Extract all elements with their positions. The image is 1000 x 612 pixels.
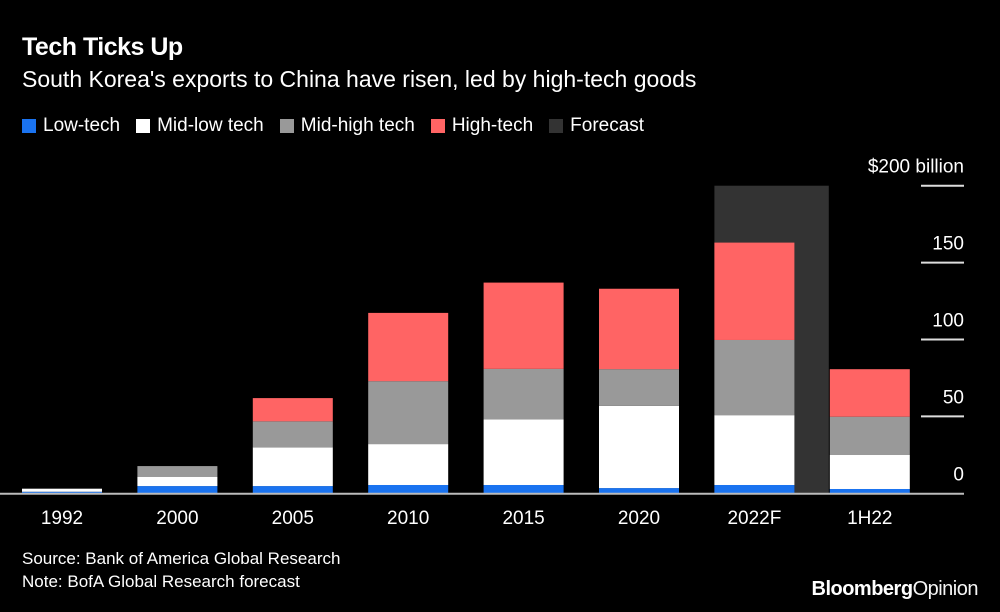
legend-swatch	[430, 119, 445, 133]
bar-segment-low-tech	[22, 491, 102, 494]
bar-segment-high-tech	[714, 242, 795, 340]
bloomberg-opinion-logo: BloombergOpinion	[812, 578, 979, 601]
y-tick-label: 50	[943, 387, 964, 408]
bar-segment-high-tech	[829, 369, 910, 417]
logo-main: Bloomberg	[811, 578, 914, 600]
x-tick-label: 2005	[272, 508, 314, 529]
bar-segment-low-tech	[368, 484, 449, 494]
bar-segment-mid-low-tech	[22, 488, 102, 492]
legend: Low-tech Mid-low tech Mid-high tech High…	[22, 115, 644, 137]
bar-segment-low-tech	[252, 486, 333, 494]
bar-segment-mid-high-tech	[714, 339, 795, 416]
legend-label: High-tech	[451, 115, 534, 136]
y-tick-label: 0	[953, 464, 964, 485]
legend-item-high-tech: High-tech	[430, 115, 534, 137]
y-tick-label: 150	[932, 234, 964, 255]
bar-segment-mid-low-tech	[252, 447, 333, 487]
bar-segment-mid-high-tech	[829, 416, 910, 456]
bar-segment-high-tech	[368, 312, 449, 382]
bar-segment-mid-high-tech	[599, 369, 679, 406]
legend-swatch	[136, 119, 151, 133]
bar-segment-mid-low-tech	[599, 405, 679, 489]
y-tick-label: $200 billion	[868, 157, 964, 178]
source-note: Source: Bank of America Global Research	[22, 549, 341, 568]
bar-segment-mid-high-tech	[252, 421, 333, 448]
legend-label: Mid-high tech	[300, 115, 415, 136]
x-tick-label: 2015	[502, 508, 544, 529]
x-tick-label: 2010	[387, 508, 429, 529]
bar-segment-low-tech	[829, 488, 910, 494]
bar-segment-mid-high-tech	[368, 381, 449, 445]
legend-swatch	[279, 119, 294, 133]
legend-item-mid-low-tech: Mid-low tech	[136, 115, 264, 137]
bar-segment-mid-high-tech	[483, 368, 564, 420]
bar-segment-mid-low-tech	[483, 419, 564, 485]
x-tick-label: 2022F	[727, 508, 781, 529]
bar-segment-mid-low-tech	[829, 455, 910, 489]
x-tick-label: 2000	[156, 508, 198, 529]
y-tick-label: 100	[932, 311, 964, 332]
legend-label: Low-tech	[43, 115, 121, 136]
bar-segment-high-tech	[483, 282, 564, 369]
bar-segment-high-tech	[252, 398, 333, 422]
bar-segment-low-tech	[137, 486, 218, 494]
legend-item-mid-high-tech: Mid-high tech	[279, 115, 415, 137]
bar-segment-mid-low-tech	[714, 415, 795, 485]
footnote: Note: BofA Global Research forecast	[22, 572, 300, 591]
legend-item-forecast: Forecast	[549, 115, 644, 137]
legend-label: Forecast	[570, 115, 645, 136]
bar-segment-low-tech	[599, 488, 679, 494]
bar-segment-mid-low-tech	[137, 476, 218, 487]
logo-sub: Opinion	[912, 578, 979, 600]
x-tick-label: 1H22	[847, 508, 892, 529]
legend-label: Mid-low tech	[157, 115, 264, 136]
x-tick-label: 1992	[41, 508, 83, 529]
chart-subtitle: South Korea's exports to China have rise…	[22, 66, 697, 92]
chart-title: Tech Ticks Up	[22, 33, 183, 61]
legend-swatch	[549, 119, 564, 133]
x-tick-label: 2020	[618, 508, 660, 529]
bar-segment-mid-low-tech	[368, 444, 449, 485]
bar-segment-low-tech	[714, 484, 795, 494]
bar-segment-mid-high-tech	[137, 466, 218, 477]
bar-segment-high-tech	[599, 288, 679, 370]
bar-segment-low-tech	[483, 484, 564, 494]
legend-item-low-tech: Low-tech	[22, 115, 120, 137]
legend-swatch	[22, 119, 36, 133]
